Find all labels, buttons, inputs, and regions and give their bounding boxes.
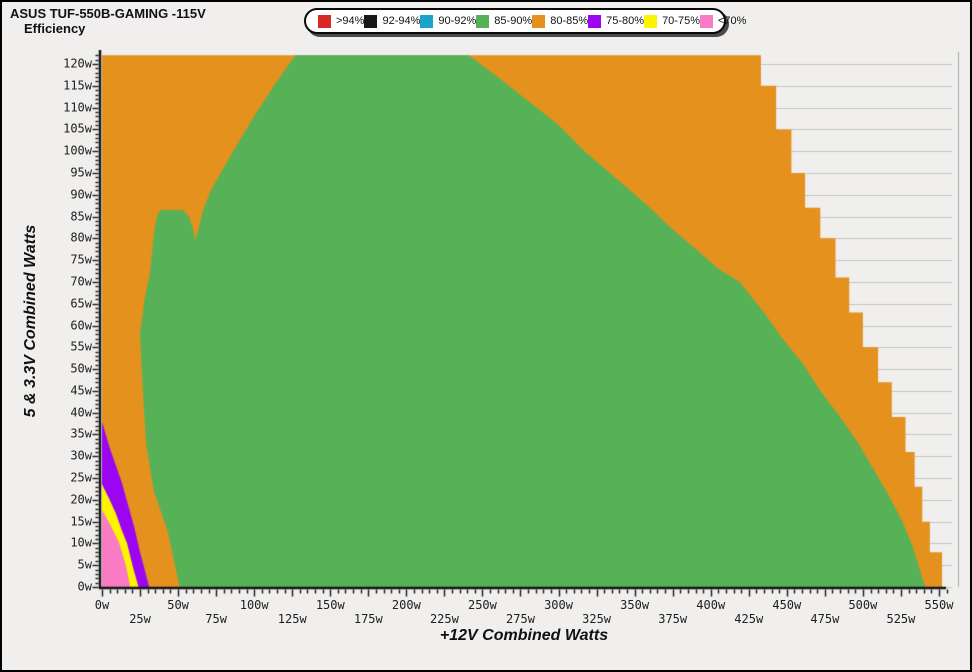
- legend-label: 80-85%: [550, 15, 589, 27]
- y-axis-title: 5 & 3.3V Combined Watts: [22, 224, 39, 418]
- legend-label: 90-92%: [438, 15, 477, 27]
- y-tick-label: 120w: [63, 56, 92, 71]
- y-tick-label: 15w: [70, 514, 92, 529]
- y-tick-label: 60w: [70, 318, 92, 333]
- y-tick-label: 45w: [70, 383, 92, 398]
- y-tick-label: 25w: [70, 470, 92, 485]
- y-tick-label: 115w: [63, 78, 92, 93]
- chart-title-line1: ASUS TUF-550B-GAMING -115V: [10, 6, 206, 21]
- legend-label: 92-94%: [382, 15, 421, 27]
- legend-label: 70-75%: [662, 15, 700, 27]
- y-tick-label: 80w: [70, 231, 92, 246]
- y-tick-label: 65w: [70, 296, 92, 311]
- legend-label: 85-90%: [494, 15, 533, 27]
- y-tick-label: 95w: [70, 165, 92, 180]
- y-tick-label: 100w: [63, 143, 92, 158]
- y-tick-label: 75w: [70, 252, 92, 267]
- x-tick-label: 150w: [315, 598, 345, 612]
- x-tick-label: 325w: [582, 612, 612, 626]
- legend-label: 75-80%: [606, 15, 645, 27]
- x-tick-label: 400w: [696, 598, 726, 612]
- y-tick-label: 85w: [70, 209, 92, 224]
- legend-item-7075: 70-75%: [644, 14, 700, 28]
- legend-label: <70%: [717, 15, 747, 27]
- legend-swatch: [532, 14, 546, 28]
- legend-swatch: [420, 14, 434, 28]
- legend-swatch: [364, 14, 378, 28]
- x-tick-label: 425w: [734, 612, 764, 626]
- legend-item-94: >94%: [318, 14, 365, 28]
- x-tick-label: 475w: [810, 612, 840, 626]
- chart-title-line2: Efficiency: [24, 21, 86, 36]
- y-tick-label: 90w: [70, 187, 92, 202]
- legend-item-9092: 90-92%: [420, 14, 477, 28]
- x-tick-label: 75w: [205, 612, 227, 626]
- x-axis-title: +12V Combined Watts: [439, 627, 609, 644]
- x-tick-label: 225w: [429, 612, 459, 626]
- y-tick-label: 110w: [63, 100, 92, 115]
- x-tick-label: 175w: [353, 612, 383, 626]
- y-tick-label: 20w: [70, 492, 92, 507]
- y-tick-label: 70w: [70, 274, 92, 289]
- efficiency-legend: >94% 92-94% 90-92% 85-90% 80-85% 75-80% 70-75%…: [304, 8, 746, 34]
- legend-swatch: [588, 14, 602, 28]
- x-tick-label: 450w: [772, 598, 802, 612]
- y-tick-label: 5w: [77, 557, 92, 572]
- legend-swatch: [644, 14, 658, 28]
- y-tick-label: 10w: [70, 536, 92, 551]
- x-tick-label: 550w: [924, 598, 954, 612]
- legend-swatch: [476, 14, 490, 28]
- y-tick-label: 30w: [70, 448, 92, 463]
- x-tick-label: 50w: [167, 598, 189, 612]
- x-tick-label: 300w: [544, 598, 573, 612]
- y-tick-label: 55w: [70, 340, 92, 355]
- y-tick-label: 105w: [63, 122, 92, 137]
- legend-swatch: [699, 14, 713, 28]
- x-tick-label: 25w: [129, 612, 151, 626]
- legend-swatch: [318, 14, 331, 28]
- x-tick-label: 100w: [239, 598, 269, 612]
- x-tick-label: 350w: [620, 598, 650, 612]
- legend-label: >94%: [336, 15, 365, 27]
- legend-item-8085: 80-85%: [532, 14, 589, 28]
- x-tick-label: 250w: [467, 598, 497, 612]
- y-tick-label: 0w: [77, 579, 92, 594]
- x-tick-label: 525w: [886, 612, 916, 626]
- x-tick-label: 125w: [277, 612, 307, 626]
- legend-item-8590: 85-90%: [476, 14, 533, 28]
- x-tick-label: 500w: [848, 598, 878, 612]
- legend-item-70: <70%: [699, 14, 747, 28]
- legend-item-7580: 75-80%: [588, 14, 645, 28]
- x-tick-label: 275w: [506, 612, 535, 626]
- chart-title: ASUS TUF-550B-GAMING -115V Efficiency: [10, 6, 206, 36]
- x-tick-label: 0w: [94, 598, 110, 612]
- y-tick-label: 35w: [70, 427, 92, 442]
- x-tick-label: 200w: [391, 598, 421, 612]
- y-tick-label: 40w: [70, 405, 92, 420]
- legend-item-9294: 92-94%: [364, 14, 421, 28]
- y-tick-label: 50w: [70, 361, 92, 376]
- x-tick-label: 375w: [658, 612, 688, 626]
